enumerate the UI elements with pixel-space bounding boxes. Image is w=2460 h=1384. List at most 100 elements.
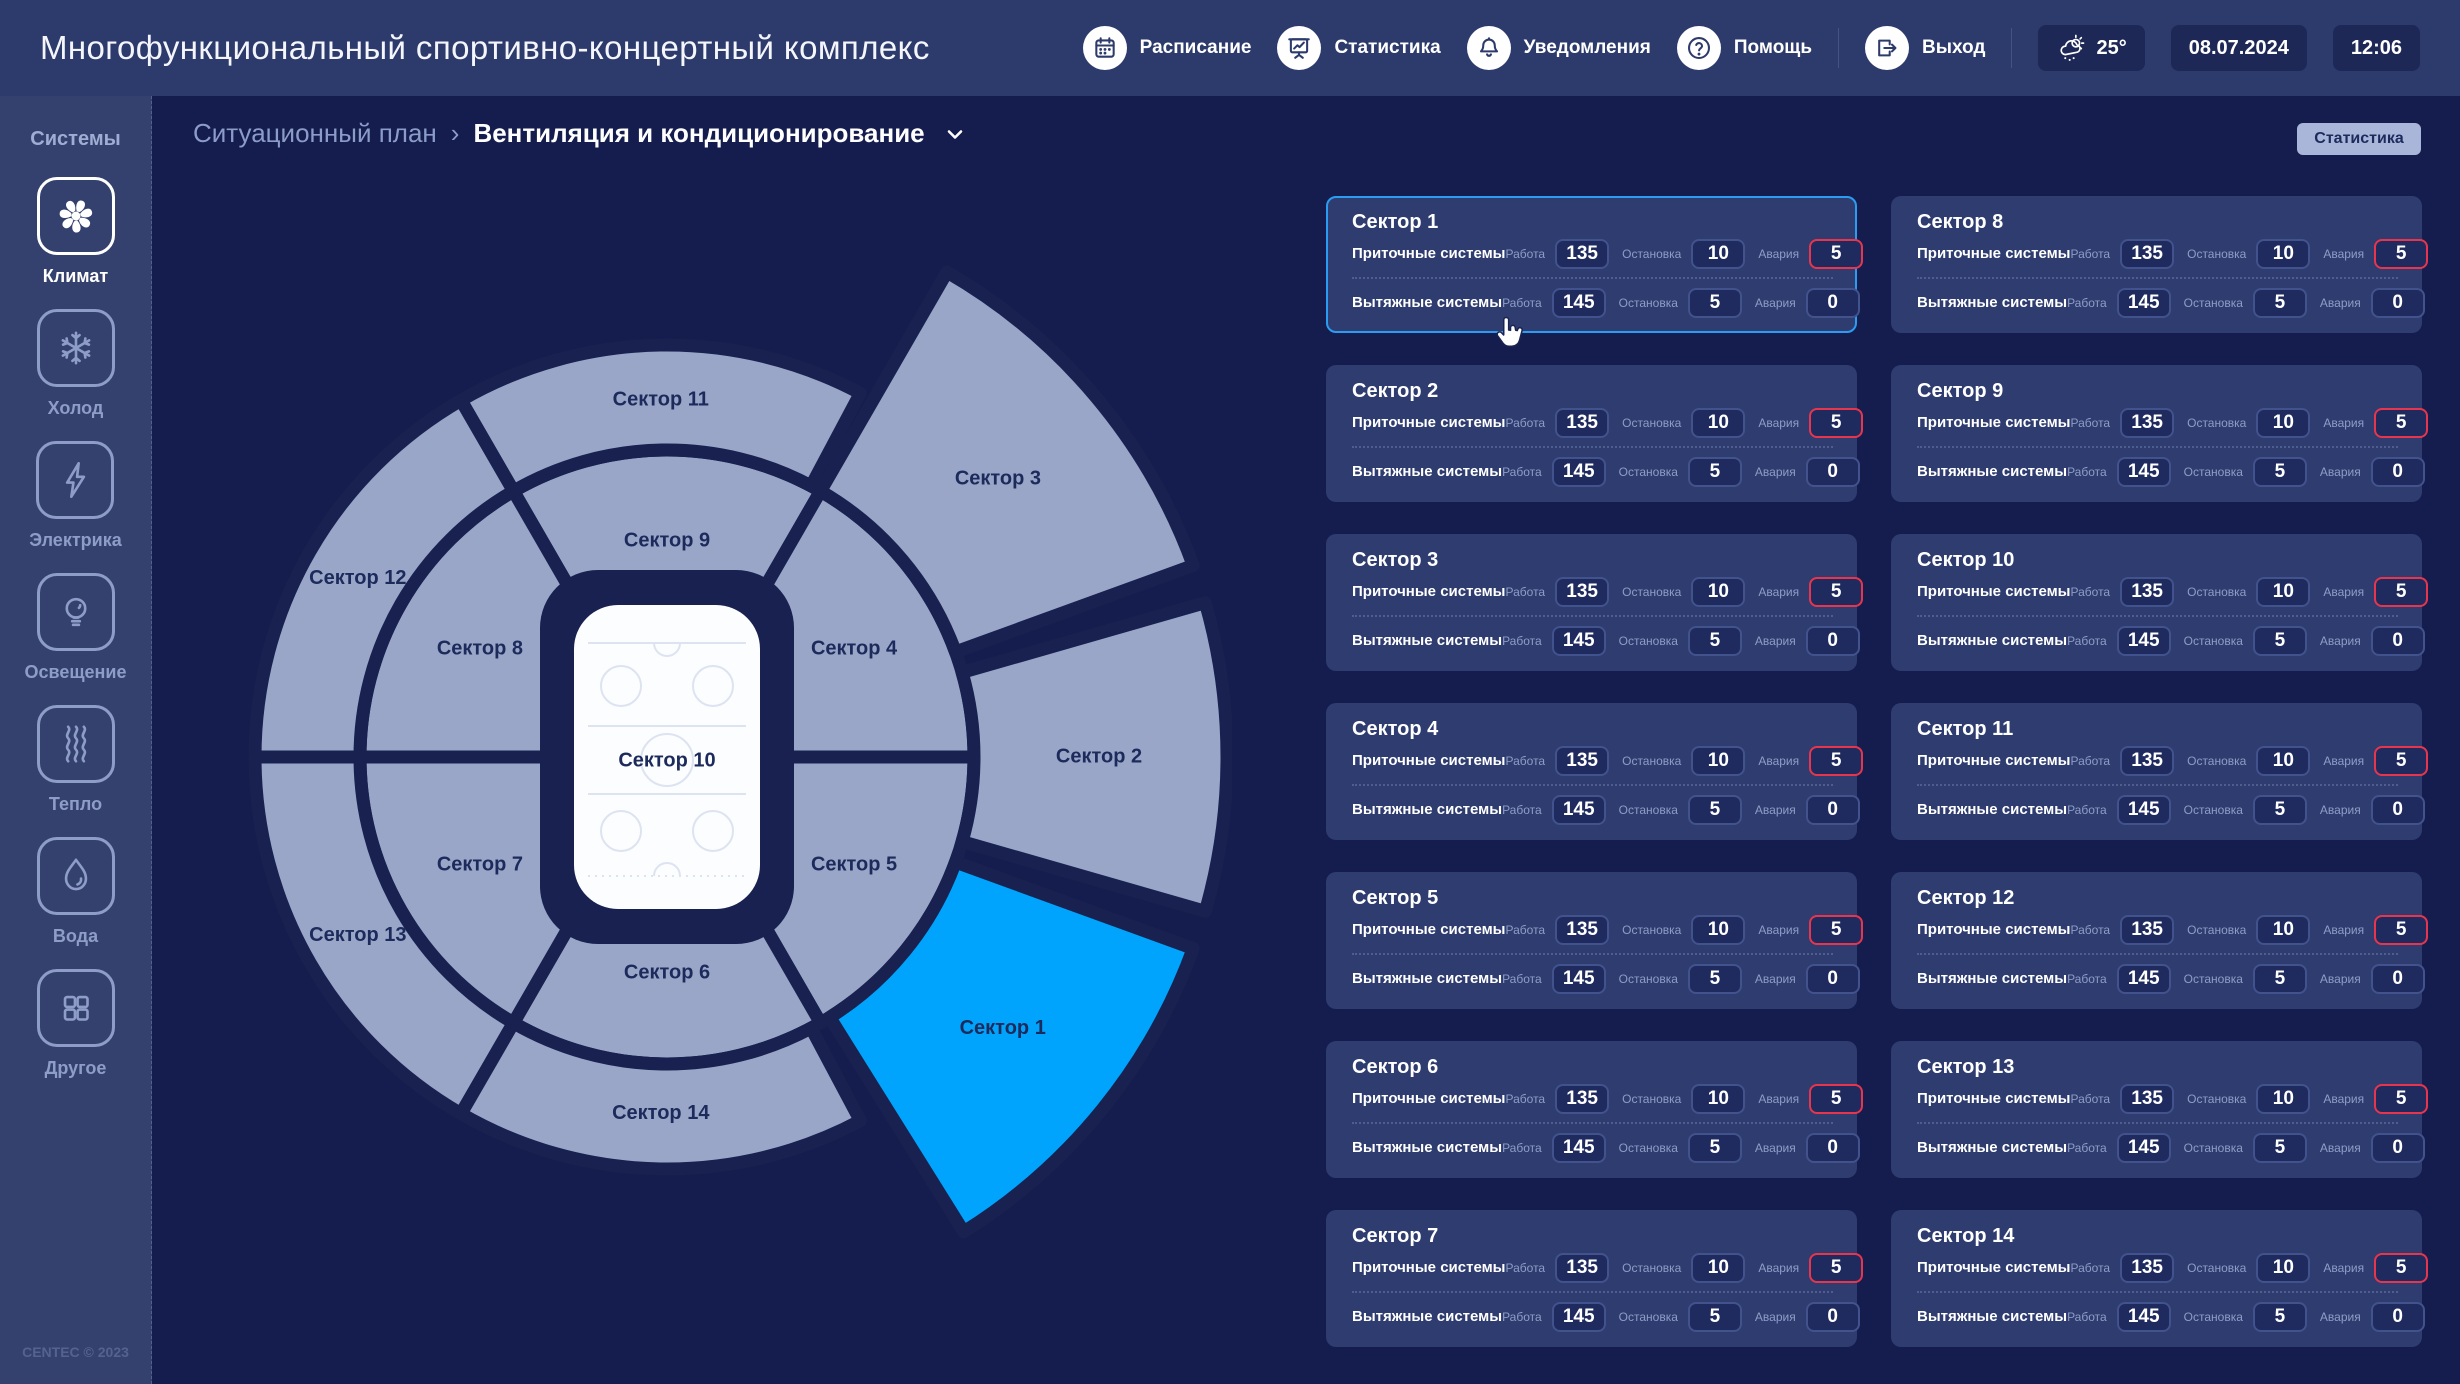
- sector-card[interactable]: Сектор 6 Приточные системы Работа 135 Остано…: [1326, 1041, 1864, 1178]
- nav-statistics[interactable]: Статистика: [1277, 26, 1441, 70]
- card-divider: [1352, 784, 1833, 787]
- nav-exit[interactable]: Выход: [1865, 26, 1985, 70]
- metric-label: Работа: [2070, 753, 2111, 768]
- card-title: Сектор 10: [1917, 549, 2015, 571]
- metric: Работа 145: [2067, 794, 2171, 825]
- metric: Работа 135: [1506, 914, 1610, 945]
- sector-card[interactable]: Сектор 4 Приточные системы Работа 135 Остано…: [1326, 703, 1864, 840]
- metric-label: Работа: [2070, 246, 2111, 261]
- metric: Остановка 5: [2184, 1132, 2307, 1163]
- metrics: Работа 135 Остановка 10 Авария 5: [1505, 745, 1864, 776]
- metric: Работа 135: [1506, 576, 1610, 607]
- exhaust-systems-row: Вытяжные системы Работа 145 Остановка 5 Авари…: [1352, 287, 1860, 319]
- metric-label: Авария: [1758, 584, 1800, 599]
- map-sector[interactable]: [248, 393, 520, 764]
- sector-card[interactable]: Сектор 11 Приточные системы Работа 135 Остан…: [1891, 703, 2429, 840]
- sector-card[interactable]: Сектор 8 Приточные системы Работа 135 Остано…: [1891, 196, 2429, 333]
- metric-label: Работа: [2067, 295, 2107, 310]
- metric: Остановка 10: [2187, 1083, 2311, 1114]
- map-sector[interactable]: [955, 596, 1232, 918]
- systems-sidebar: Системы Климат: [0, 96, 152, 1384]
- metric-value: 0: [1805, 1301, 1860, 1332]
- map-sector[interactable]: [823, 855, 1200, 1239]
- sector-card[interactable]: Сектор 1 Приточные системы Работа 135 Остано…: [1326, 196, 1864, 333]
- water-drop-icon: [36, 837, 115, 915]
- row-label: Вытяжные системы: [1352, 970, 1503, 988]
- sidebar-item-electricity[interactable]: Электрика: [29, 441, 122, 551]
- supply-systems-row: Приточные системы Работа 135 Остановка 10 Ава…: [1917, 914, 2429, 946]
- exhaust-systems-row: Вытяжные системы Работа 145 Остановка 5 Авари…: [1917, 1132, 2425, 1164]
- metric: Авария 0: [1755, 287, 1860, 318]
- metric: Остановка 5: [2184, 287, 2307, 318]
- card-title: Сектор 9: [1917, 380, 2004, 402]
- sector-card[interactable]: Сектор 7 Приточные системы Работа 135 Остано…: [1326, 1210, 1864, 1347]
- metric-label: Работа: [1505, 753, 1546, 768]
- sector-card[interactable]: Сектор 14 Приточные системы Работа 135 Остан…: [1891, 1210, 2429, 1347]
- row-label: Приточные системы: [1352, 414, 1506, 432]
- metric-value: 0: [2370, 1301, 2425, 1332]
- metric-label: Работа: [2070, 1091, 2111, 1106]
- nav-schedule[interactable]: Расписание: [1082, 26, 1251, 70]
- sidebar-item-climate[interactable]: Климат: [36, 177, 115, 287]
- breadcrumb-separator: ›: [450, 118, 460, 148]
- card-divider: [1917, 1122, 2398, 1125]
- metrics: Работа 145 Остановка 5 Авария 0: [2067, 1301, 2425, 1332]
- metric: Авария 0: [1755, 1132, 1860, 1163]
- nav-notifications[interactable]: Уведомления: [1466, 26, 1651, 70]
- map-sector[interactable]: [814, 265, 1200, 659]
- metrics: Работа 145 Остановка 5 Авария 0: [1502, 1132, 1860, 1163]
- breadcrumb-parent[interactable]: Ситуационный план: [193, 118, 437, 148]
- card-divider: [1352, 446, 1833, 449]
- sector-card[interactable]: Сектор 5 Приточные системы Работа 135 Остано…: [1326, 872, 1864, 1009]
- metrics: Работа 145 Остановка 5 Авария 0: [1502, 456, 1860, 487]
- nav-notifications-label: Уведомления: [1523, 37, 1651, 58]
- metric: Остановка 10: [2187, 407, 2311, 438]
- metric-value: 0: [1805, 963, 1860, 994]
- card-title: Сектор 7: [1352, 1225, 1439, 1247]
- metric: Остановка 5: [2184, 794, 2307, 825]
- metric-value: 10: [1691, 1083, 1746, 1114]
- metric: Остановка 10: [1622, 238, 1746, 269]
- metric-value: 5: [1687, 625, 1742, 656]
- metric: Авария 0: [2320, 963, 2425, 994]
- sidebar-item-lighting[interactable]: Освещение: [25, 573, 127, 683]
- map-sector[interactable]: [454, 1016, 867, 1176]
- faceoff-circle: [692, 665, 734, 707]
- sidebar-item-cold[interactable]: Холод: [36, 309, 115, 419]
- metric: Авария 5: [2323, 914, 2429, 945]
- card-title: Сектор 12: [1917, 887, 2015, 909]
- metric-value: 135: [1555, 1252, 1610, 1283]
- metric-value: 0: [2370, 963, 2425, 994]
- sector-card[interactable]: Сектор 2 Приточные системы Работа 135 Остано…: [1326, 365, 1864, 502]
- map-sector[interactable]: [454, 338, 867, 498]
- supply-systems-row: Приточные системы Работа 135 Остановка 10 Ава…: [1352, 238, 1864, 270]
- sector-card[interactable]: Сектор 9 Приточные системы Работа 135 Остано…: [1891, 365, 2429, 502]
- metric: Авария 5: [1758, 745, 1864, 776]
- faceoff-circle: [600, 810, 642, 852]
- statistics-button[interactable]: Статистика: [2297, 123, 2421, 155]
- metric-label: Остановка: [1618, 464, 1678, 479]
- card-title: Сектор 13: [1917, 1056, 2015, 1078]
- bulb-icon: [36, 573, 115, 651]
- row-label: Приточные системы: [1917, 752, 2071, 770]
- sidebar-item-label: Вода: [52, 926, 99, 946]
- sector-card[interactable]: Сектор 3 Приточные системы Работа 135 Остано…: [1326, 534, 1864, 671]
- sidebar-item-other[interactable]: Другое: [36, 969, 115, 1079]
- nav-help[interactable]: Помощь: [1676, 26, 1812, 70]
- metric: Остановка 10: [1622, 1252, 1746, 1283]
- metric-value: 5: [2252, 963, 2307, 994]
- metrics: Работа 145 Остановка 5 Авария 0: [2067, 287, 2425, 318]
- metric: Остановка 5: [2184, 963, 2307, 994]
- map-sector[interactable]: [248, 750, 520, 1121]
- chevron-down-icon[interactable]: [943, 122, 967, 146]
- metric-value: 10: [2256, 576, 2311, 607]
- metric: Авария 0: [2320, 287, 2425, 318]
- sidebar-item-water[interactable]: Вода: [36, 837, 115, 947]
- metric-label: Авария: [1758, 1260, 1800, 1275]
- sector-card[interactable]: Сектор 10 Приточные системы Работа 135 Остан…: [1891, 534, 2429, 671]
- sector-card[interactable]: Сектор 13 Приточные системы Работа 135 Остан…: [1891, 1041, 2429, 1178]
- metric-label: Остановка: [1618, 295, 1678, 310]
- exhaust-systems-row: Вытяжные системы Работа 145 Остановка 5 Авари…: [1917, 625, 2425, 657]
- sector-card[interactable]: Сектор 12 Приточные системы Работа 135 Остан…: [1891, 872, 2429, 1009]
- sidebar-item-heat[interactable]: Тепло: [36, 705, 115, 815]
